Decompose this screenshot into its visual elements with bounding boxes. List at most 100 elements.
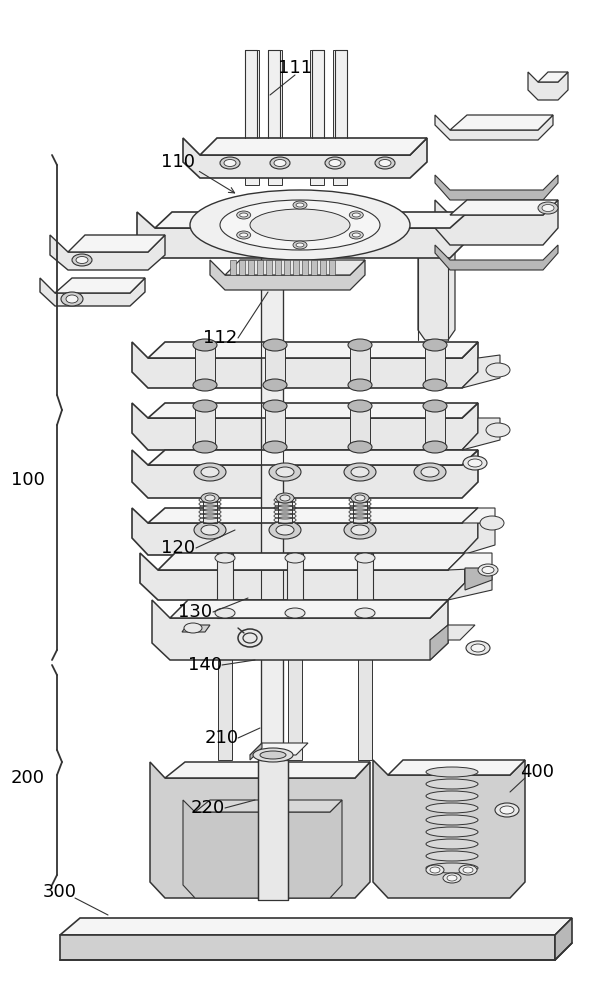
Polygon shape xyxy=(40,278,145,306)
Ellipse shape xyxy=(263,379,287,391)
Ellipse shape xyxy=(276,525,294,535)
Polygon shape xyxy=(435,175,558,200)
Ellipse shape xyxy=(194,463,226,481)
Polygon shape xyxy=(257,260,263,275)
Polygon shape xyxy=(462,523,495,555)
Polygon shape xyxy=(462,355,500,388)
Ellipse shape xyxy=(269,463,301,481)
Polygon shape xyxy=(148,508,478,523)
Polygon shape xyxy=(293,260,299,275)
Ellipse shape xyxy=(355,553,375,563)
Ellipse shape xyxy=(285,608,305,618)
Text: 112: 112 xyxy=(203,329,237,347)
Ellipse shape xyxy=(426,803,478,813)
Ellipse shape xyxy=(237,211,250,219)
Ellipse shape xyxy=(426,815,478,825)
Ellipse shape xyxy=(201,467,219,477)
Ellipse shape xyxy=(542,205,554,212)
Polygon shape xyxy=(333,50,347,185)
Polygon shape xyxy=(465,568,492,590)
Ellipse shape xyxy=(423,339,447,351)
Polygon shape xyxy=(425,342,445,388)
Ellipse shape xyxy=(375,157,395,169)
Text: 220: 220 xyxy=(191,799,225,817)
Polygon shape xyxy=(265,403,285,450)
Polygon shape xyxy=(250,743,308,755)
Ellipse shape xyxy=(201,493,219,503)
Ellipse shape xyxy=(426,779,478,789)
Polygon shape xyxy=(218,600,232,760)
Ellipse shape xyxy=(447,875,457,881)
Text: 200: 200 xyxy=(11,769,45,787)
Ellipse shape xyxy=(352,233,360,237)
Ellipse shape xyxy=(194,521,226,539)
Polygon shape xyxy=(448,568,492,600)
Polygon shape xyxy=(248,260,254,275)
Polygon shape xyxy=(200,138,427,155)
Polygon shape xyxy=(245,50,259,185)
Polygon shape xyxy=(152,600,448,660)
Ellipse shape xyxy=(201,525,219,535)
Polygon shape xyxy=(55,278,145,293)
Polygon shape xyxy=(230,260,236,275)
Polygon shape xyxy=(555,918,572,960)
Polygon shape xyxy=(357,553,373,618)
Polygon shape xyxy=(158,553,465,570)
Polygon shape xyxy=(268,50,282,185)
Polygon shape xyxy=(288,600,302,760)
Ellipse shape xyxy=(240,233,247,237)
Polygon shape xyxy=(278,498,292,523)
Ellipse shape xyxy=(269,521,301,539)
Ellipse shape xyxy=(426,851,478,861)
Polygon shape xyxy=(462,418,500,450)
Ellipse shape xyxy=(426,791,478,801)
Ellipse shape xyxy=(423,379,447,391)
Polygon shape xyxy=(430,625,448,660)
Ellipse shape xyxy=(66,295,78,303)
Ellipse shape xyxy=(430,867,440,873)
Text: 130: 130 xyxy=(178,603,212,621)
Polygon shape xyxy=(50,235,165,270)
Ellipse shape xyxy=(538,202,558,214)
Polygon shape xyxy=(528,72,568,100)
Text: 210: 210 xyxy=(205,729,239,747)
Ellipse shape xyxy=(344,463,376,481)
Ellipse shape xyxy=(495,803,519,817)
Polygon shape xyxy=(258,748,296,760)
Ellipse shape xyxy=(276,467,294,477)
Polygon shape xyxy=(150,762,370,898)
Ellipse shape xyxy=(482,566,494,574)
Polygon shape xyxy=(462,508,495,523)
Ellipse shape xyxy=(463,456,487,470)
Ellipse shape xyxy=(500,806,514,814)
Polygon shape xyxy=(448,553,492,570)
Ellipse shape xyxy=(193,441,217,453)
Polygon shape xyxy=(350,403,370,450)
Ellipse shape xyxy=(352,213,360,217)
Ellipse shape xyxy=(220,200,380,250)
Ellipse shape xyxy=(466,641,490,655)
Polygon shape xyxy=(425,403,445,450)
Ellipse shape xyxy=(349,211,363,219)
Polygon shape xyxy=(284,260,290,275)
Ellipse shape xyxy=(260,751,286,759)
Polygon shape xyxy=(258,760,288,900)
Polygon shape xyxy=(132,508,478,555)
Polygon shape xyxy=(435,245,558,270)
Ellipse shape xyxy=(349,231,363,239)
Ellipse shape xyxy=(193,339,217,351)
Polygon shape xyxy=(373,760,525,898)
Polygon shape xyxy=(182,625,210,632)
Text: 110: 110 xyxy=(161,153,195,171)
Ellipse shape xyxy=(325,157,345,169)
Ellipse shape xyxy=(348,400,372,412)
Polygon shape xyxy=(183,800,342,898)
Ellipse shape xyxy=(329,159,341,166)
Ellipse shape xyxy=(423,441,447,453)
Ellipse shape xyxy=(190,190,410,260)
Text: 120: 120 xyxy=(161,539,195,557)
Ellipse shape xyxy=(215,553,235,563)
Ellipse shape xyxy=(276,493,294,503)
Polygon shape xyxy=(435,200,558,245)
Polygon shape xyxy=(170,600,448,618)
